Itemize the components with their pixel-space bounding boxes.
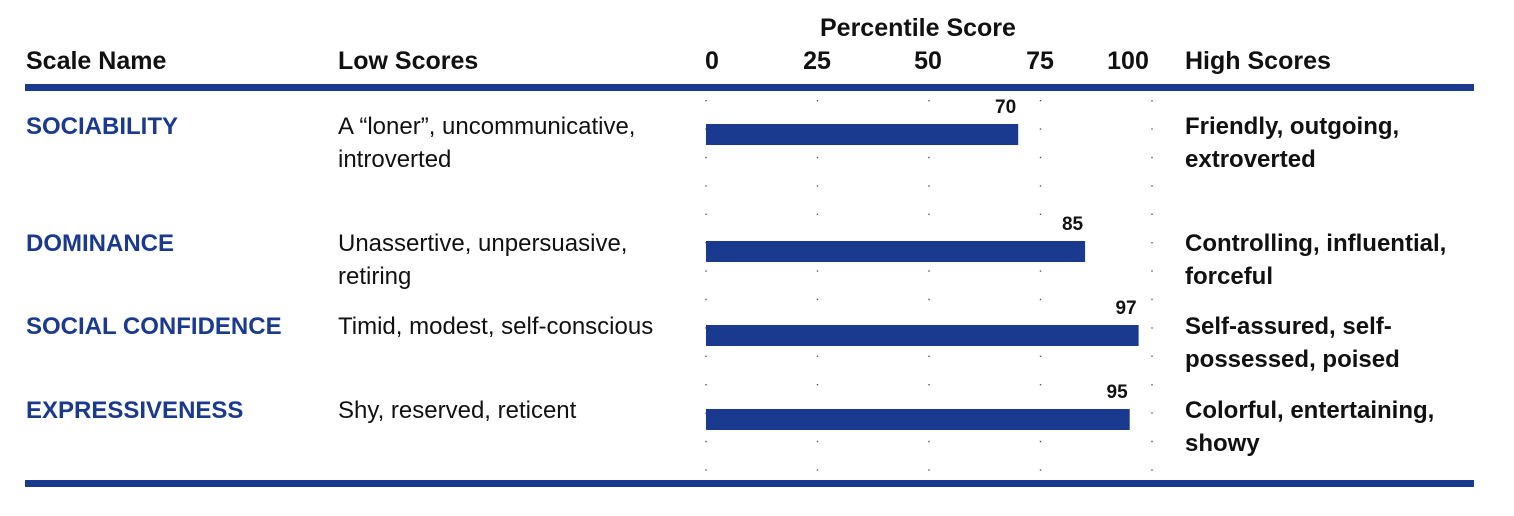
bar-value-label: 97 — [1115, 298, 1136, 319]
footer-rule — [25, 480, 1474, 487]
low-score-sociability: A “loner”, uncommunicative, introverted — [338, 113, 636, 173]
scale-name-expressiveness: EXPRESSIVENESS — [26, 397, 244, 424]
low-score-social-confidence: Timid, modest, self-conscious — [338, 313, 654, 340]
low-score-expressiveness: Shy, reserved, reticent — [338, 397, 577, 424]
scale-name-header: Scale Name — [26, 47, 167, 75]
bar-social-confidence — [706, 325, 1139, 346]
bar-value-label: 95 — [1107, 382, 1129, 403]
tick-label-100: 100 — [1107, 47, 1149, 75]
high-score-sociability: Friendly, outgoing, extroverted — [1185, 113, 1400, 173]
header-rule — [25, 84, 1474, 91]
bar-dominance — [706, 241, 1086, 262]
percentile-score-title: Percentile Score — [820, 14, 1016, 42]
scale-name-dominance: DOMINANCE — [26, 230, 174, 257]
high-score-dominance: Controlling, influential, forceful — [1185, 230, 1447, 290]
tick-label-25: 25 — [803, 47, 831, 75]
scale-name-social-confidence: SOCIAL CONFIDENCE — [26, 313, 282, 340]
tick-label-0: 0 — [705, 47, 719, 75]
high-scores-header: High Scores — [1185, 47, 1331, 75]
bar-value-label: 85 — [1062, 214, 1084, 235]
tick-label-50: 50 — [914, 47, 942, 75]
tick-label-75: 75 — [1026, 47, 1054, 75]
high-score-social-confidence: Self-assured, self-possessed, poised — [1185, 313, 1400, 373]
low-scores-header: Low Scores — [338, 47, 479, 75]
bar-sociability — [706, 124, 1019, 145]
high-score-expressiveness: Colorful, entertaining, showy — [1185, 397, 1435, 457]
bar-value-label: 70 — [995, 97, 1016, 118]
bar-expressiveness — [706, 409, 1130, 430]
scale-name-sociability: SOCIABILITY — [26, 113, 179, 140]
low-score-dominance: Unassertive, unpersuasive, retiring — [338, 230, 628, 290]
